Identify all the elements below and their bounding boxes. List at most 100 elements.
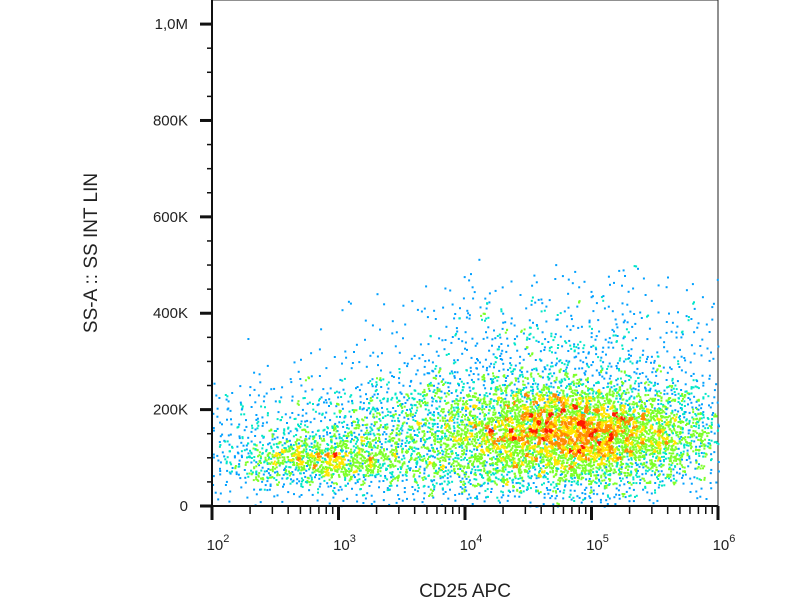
event-point xyxy=(526,391,529,394)
event-point xyxy=(387,458,390,461)
event-point xyxy=(643,402,646,404)
event-point xyxy=(500,412,503,415)
event-point xyxy=(638,413,640,416)
event-point xyxy=(631,434,634,437)
event-point xyxy=(559,432,562,435)
event-point xyxy=(466,419,469,422)
event-point xyxy=(666,473,669,476)
event-point xyxy=(605,423,608,425)
event-point xyxy=(645,410,648,413)
event-point xyxy=(562,491,565,494)
event-point xyxy=(479,469,481,472)
event-point xyxy=(658,464,661,467)
event-point xyxy=(625,425,628,428)
event-point xyxy=(500,473,503,476)
event-point xyxy=(612,402,615,405)
event-point xyxy=(710,439,713,442)
event-point xyxy=(690,433,692,436)
event-point xyxy=(629,447,632,450)
event-point xyxy=(587,464,590,467)
event-point xyxy=(465,435,468,438)
event-point xyxy=(573,431,575,433)
event-point xyxy=(713,415,716,418)
event-point xyxy=(586,463,588,466)
event-point xyxy=(575,453,578,456)
event-point xyxy=(563,419,566,422)
event-point xyxy=(472,417,474,419)
event-point xyxy=(528,449,531,452)
event-point xyxy=(632,438,635,441)
event-point xyxy=(659,452,662,455)
event-point xyxy=(637,425,640,428)
event-point xyxy=(672,459,675,462)
event-point xyxy=(568,480,571,483)
event-point xyxy=(693,476,696,479)
event-point xyxy=(571,427,574,430)
event-point xyxy=(549,466,552,469)
event-point xyxy=(585,402,587,405)
event-point xyxy=(546,405,549,408)
event-point xyxy=(565,478,568,481)
event-point xyxy=(698,478,701,481)
event-point xyxy=(580,423,583,426)
event-point xyxy=(660,414,663,417)
event-point xyxy=(689,461,692,464)
event-point xyxy=(693,434,696,437)
event-point xyxy=(650,381,653,384)
event-point xyxy=(529,405,532,408)
event-point xyxy=(703,476,706,479)
event-point xyxy=(523,412,526,415)
event-point xyxy=(593,422,596,425)
event-point xyxy=(653,407,656,410)
event-point xyxy=(628,403,631,406)
event-point xyxy=(619,425,622,428)
event-point xyxy=(609,438,612,441)
event-point xyxy=(599,418,602,421)
event-point xyxy=(494,451,497,454)
event-point xyxy=(422,402,425,404)
event-point xyxy=(522,437,525,440)
event-point xyxy=(461,419,464,422)
event-point xyxy=(569,407,572,409)
event-point xyxy=(548,445,551,448)
event-point xyxy=(620,412,623,415)
event-point xyxy=(558,426,561,429)
event-point xyxy=(528,445,531,448)
event-point xyxy=(690,392,693,395)
event-point xyxy=(635,468,638,471)
event-point xyxy=(508,442,511,445)
event-point xyxy=(542,460,545,463)
event-point xyxy=(633,396,636,399)
event-point xyxy=(705,423,708,426)
event-point xyxy=(475,422,478,425)
event-point xyxy=(667,385,670,388)
event-point xyxy=(564,455,567,458)
event-point xyxy=(702,414,705,416)
event-point xyxy=(552,481,555,484)
event-point xyxy=(621,431,624,434)
event-point xyxy=(664,447,667,450)
event-point xyxy=(515,420,518,423)
event-point xyxy=(546,439,549,442)
event-point xyxy=(583,427,586,429)
event-point xyxy=(661,423,664,426)
event-point xyxy=(606,446,608,449)
event-point xyxy=(629,423,631,426)
event-point xyxy=(621,384,624,387)
event-point xyxy=(692,429,695,432)
event-point xyxy=(650,424,653,427)
event-point xyxy=(598,415,600,418)
event-point xyxy=(658,441,661,444)
event-point xyxy=(692,372,695,375)
event-point xyxy=(715,383,718,386)
event-point xyxy=(615,417,618,420)
event-point xyxy=(593,474,596,477)
event-point xyxy=(613,405,616,408)
event-point xyxy=(525,470,528,473)
event-point xyxy=(704,438,706,441)
event-point xyxy=(439,419,442,422)
event-point xyxy=(637,469,639,472)
event-point xyxy=(549,497,552,500)
event-point xyxy=(462,480,465,483)
event-point xyxy=(640,418,643,420)
